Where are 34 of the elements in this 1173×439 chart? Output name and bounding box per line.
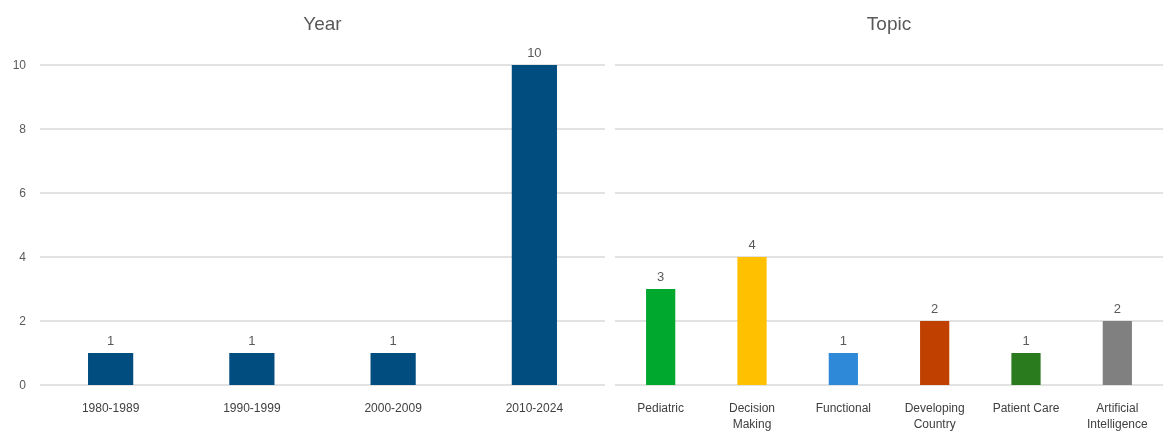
x-tick-label: 1980-1989 bbox=[81, 401, 140, 415]
bar bbox=[920, 321, 950, 385]
x-tick-label: 1990-1999 bbox=[223, 401, 281, 415]
y-tick-label: 6 bbox=[19, 186, 27, 200]
bar bbox=[828, 353, 858, 385]
x-tick-label: Artificial Intelligence bbox=[1086, 401, 1149, 431]
y-tick-label: 8 bbox=[19, 122, 27, 136]
y-tick-label: 2 bbox=[19, 314, 27, 328]
data-label: 1 bbox=[248, 333, 256, 348]
data-label: 3 bbox=[657, 269, 665, 284]
data-label: 1 bbox=[1022, 333, 1030, 348]
chart-title: Topic bbox=[866, 13, 912, 34]
x-tick-label: Developing Country bbox=[904, 401, 965, 431]
data-label: 2 bbox=[1113, 301, 1121, 316]
x-tick-label: Patient Care bbox=[992, 401, 1060, 415]
bar bbox=[737, 257, 767, 385]
bar bbox=[1102, 321, 1132, 385]
x-tick-label: 2000-2009 bbox=[364, 401, 423, 415]
data-label: 1 bbox=[107, 333, 115, 348]
y-tick-label: 4 bbox=[19, 250, 27, 264]
x-tick-label: Decision Making bbox=[728, 401, 776, 431]
y-tick-label: 0 bbox=[19, 378, 27, 392]
x-tick-label: 2010-2024 bbox=[505, 401, 564, 415]
data-label: 10 bbox=[527, 45, 542, 60]
data-label: 1 bbox=[389, 333, 397, 348]
data-label: 1 bbox=[839, 333, 847, 348]
bar bbox=[646, 289, 676, 385]
data-label: 4 bbox=[748, 237, 756, 252]
y-tick-label: 10 bbox=[12, 58, 27, 72]
bar bbox=[1011, 353, 1041, 385]
data-label: 2 bbox=[931, 301, 939, 316]
x-tick-label: Pediatric bbox=[637, 401, 685, 415]
x-tick-label: Functional bbox=[815, 401, 872, 415]
chart-title: Year bbox=[303, 13, 343, 34]
